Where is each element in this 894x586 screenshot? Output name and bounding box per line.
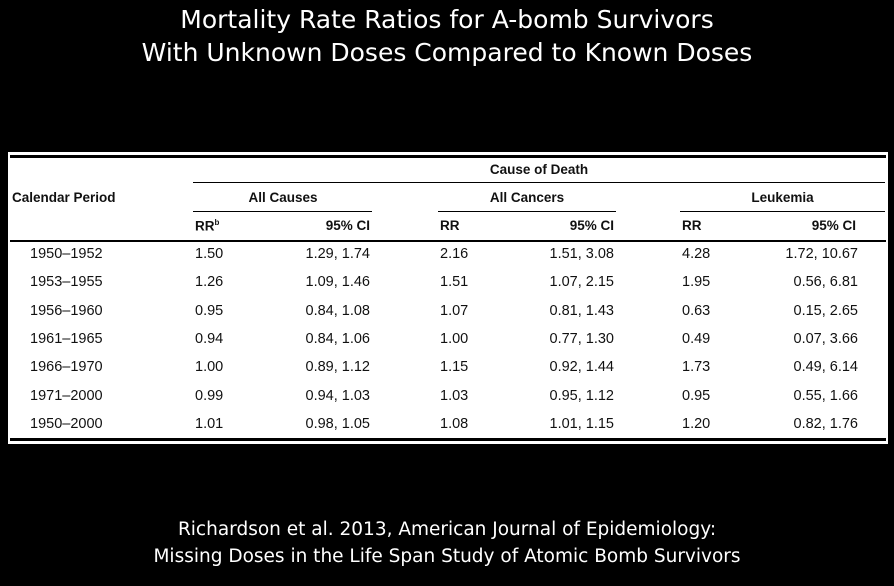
all-causes-rr-cell: 0.99: [195, 387, 224, 404]
spanner-rule: [193, 182, 885, 183]
leukemia-ci-cell: 0.55, 1.66: [793, 387, 859, 404]
all-causes-rr-cell: 1.50: [195, 246, 224, 262]
group-rule: [438, 211, 616, 212]
all-cancers-rr-cell: 1.15: [440, 359, 469, 376]
all-cancers-ci-cell: 1.01, 1.15: [549, 415, 615, 432]
leukemia-rr-cell: 0.95: [682, 387, 711, 404]
leukemia-rr-cell: 1.20: [682, 415, 711, 432]
leukemia-ci-cell: 0.15, 2.65: [793, 302, 859, 319]
all-causes-ci-cell: 0.84, 1.06: [305, 330, 371, 347]
all-causes-ci-cell: 0.94, 1.03: [305, 387, 371, 404]
all-cancers-rr-cell: 1.03: [440, 387, 469, 404]
leukemia-rr-cell: 1.95: [682, 274, 711, 291]
citation-line-1: Richardson et al. 2013, American Journal…: [177, 519, 717, 540]
period-cell: 1950–1952: [30, 246, 103, 262]
all-causes-rr-cell: 0.95: [195, 302, 224, 319]
all-cancers-ci-cell: 0.95, 1.12: [549, 387, 615, 404]
leukemia-ci-cell: 0.07, 3.66: [793, 330, 859, 347]
all-cancers-ci-cell: 0.81, 1.43: [549, 302, 615, 319]
leukemia-rr-cell: 1.73: [682, 359, 711, 376]
all-cancers-ci-cell: 0.77, 1.30: [549, 330, 615, 347]
period-cell: 1953–1955: [30, 274, 103, 291]
all-cancers-ci-cell: 1.51, 3.08: [549, 246, 615, 262]
all-causes-ci-cell: 1.09, 1.46: [305, 274, 371, 291]
group-leukemia: Leukemia: [751, 190, 814, 205]
all-cancers-rr-cell: 1.07: [440, 302, 469, 319]
group-rule: [680, 211, 885, 212]
leukemia-ci-cell: 0.56, 6.81: [793, 274, 859, 291]
all-cancers-rr-cell: 1.08: [440, 415, 469, 432]
group-all-causes: All Causes: [248, 190, 318, 205]
spanner-header: Cause of Death: [489, 162, 589, 177]
period-cell: 1956–1960: [30, 302, 103, 319]
all-causes-rr-cell: 1.26: [195, 274, 224, 291]
subheader-ci: 95% CI: [811, 218, 856, 233]
subheader-rr: RR: [440, 218, 460, 233]
leukemia-ci-cell: 0.49, 6.14: [793, 359, 859, 376]
period-cell: 1966–1970: [30, 359, 103, 376]
all-causes-ci-cell: 0.89, 1.12: [305, 359, 371, 376]
all-cancers-ci-cell: 0.92, 1.44: [549, 359, 615, 376]
all-causes-rr-cell: 1.01: [195, 415, 224, 432]
slide-title-line-2: With Unknown Doses Compared to Known Dos…: [141, 38, 753, 67]
all-causes-ci-cell: 1.29, 1.74: [305, 246, 371, 262]
top-rule: [10, 155, 886, 158]
leukemia-rr-cell: 0.49: [682, 330, 711, 347]
slide-title-line-1: Mortality Rate Ratios for A-bomb Survivo…: [180, 5, 714, 34]
all-cancers-rr-cell: 1.00: [440, 330, 469, 347]
group-rule: [193, 211, 372, 212]
subheader-ci: 95% CI: [325, 218, 370, 233]
all-causes-rr-cell: 0.94: [195, 330, 224, 347]
period-cell: 1961–1965: [30, 330, 103, 347]
all-causes-ci-cell: 0.98, 1.05: [305, 415, 371, 432]
leukemia-ci-cell: 0.82, 1.76: [793, 415, 859, 432]
leukemia-ci-cell: 1.72, 10.67: [785, 246, 858, 262]
results-table: Cause of Death Calendar Period All Cause…: [8, 152, 888, 444]
citation-line-2: Missing Doses in the Life Span Study of …: [153, 546, 741, 567]
period-cell: 1971–2000: [30, 387, 103, 404]
subheader-ci: 95% CI: [569, 218, 614, 233]
period-cell: 1950–2000: [30, 415, 103, 432]
group-all-cancers: All Cancers: [489, 190, 565, 205]
all-cancers-ci-cell: 1.07, 2.15: [549, 274, 615, 291]
all-causes-ci-cell: 0.84, 1.08: [305, 302, 371, 319]
subheader-rr: RR: [682, 218, 702, 233]
all-causes-rr-cell: 1.00: [195, 359, 224, 376]
all-cancers-rr-cell: 1.51: [440, 274, 469, 291]
leukemia-rr-cell: 0.63: [682, 302, 711, 319]
all-cancers-rr-cell: 2.16: [440, 246, 469, 262]
bottom-rule: [10, 438, 886, 441]
subheader-rr: RRb: [195, 218, 220, 234]
leukemia-rr-cell: 4.28: [682, 246, 711, 262]
row-header: Calendar Period: [12, 190, 116, 205]
header-rule: [10, 240, 886, 242]
